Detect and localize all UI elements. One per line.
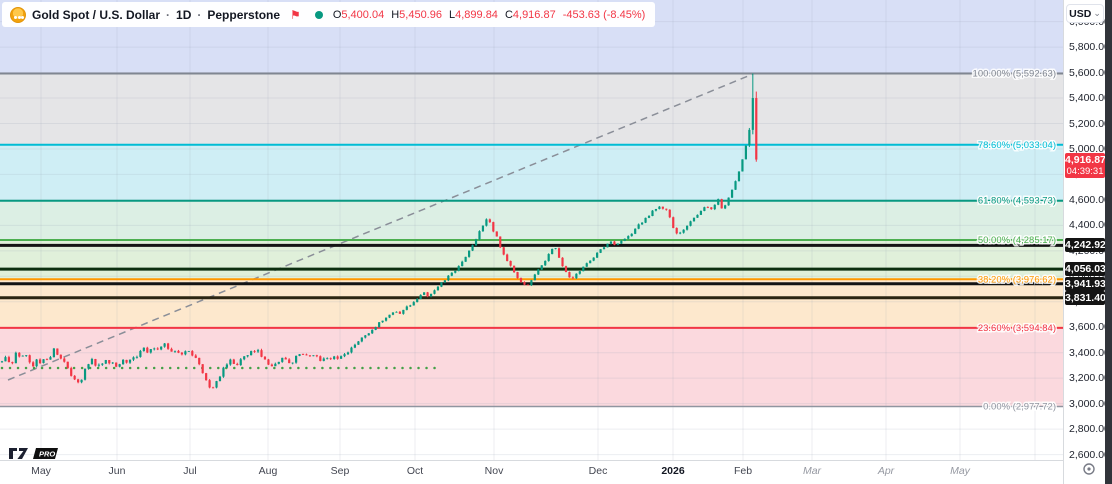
broker-label[interactable]: Pepperstone xyxy=(207,7,281,22)
price-tick-label: 4,600.00 xyxy=(1069,193,1110,206)
time-axis-label: Apr xyxy=(877,465,895,477)
fib-label: 61.80% (4,593.73) xyxy=(978,196,1056,207)
open-value: 5,400.04 xyxy=(341,8,385,21)
high-value: 5,450.96 xyxy=(399,8,442,21)
price-tick-label: 2,600.00 xyxy=(1069,448,1110,461)
price-line-badge: 4,242.92 xyxy=(1065,238,1106,253)
time-axis-label: Jun xyxy=(108,465,126,477)
fib-bands xyxy=(0,0,1063,407)
open-label: O xyxy=(332,8,342,21)
time-axis-label: Mar xyxy=(802,465,822,477)
market-status-dot-icon[interactable] xyxy=(314,10,323,19)
fib-label: 100.00% (5,592.63) xyxy=(973,69,1056,80)
currency-label: USD xyxy=(1069,7,1092,20)
price-line-badge: 3,941.93 xyxy=(1065,276,1106,291)
price-tick-label: 5,800.00 xyxy=(1069,41,1110,54)
time-axis-label: Nov xyxy=(484,465,504,477)
bar-countdown: 04:39:31 xyxy=(1066,165,1104,177)
low-value: 4,899.84 xyxy=(455,8,498,21)
price-line-badge: 3,831.40 xyxy=(1065,290,1106,305)
tradingview-logo[interactable]: PRO xyxy=(8,446,72,461)
time-axis-label: May xyxy=(950,465,970,477)
price-tick-label: 3,400.00 xyxy=(1069,346,1110,359)
legend-separator: · xyxy=(166,7,171,22)
fib-labels: 100.00% (5,592.63) 78.60% (5,033.04) 61.80… xyxy=(971,67,1057,414)
last-price-badge: 4,916.87 04:39:31 xyxy=(1065,152,1106,178)
trendline xyxy=(7,73,754,381)
price-tick-label: 5,000.00 xyxy=(1069,142,1110,155)
fib-label: 38.20% (3,976.62) xyxy=(978,274,1056,285)
fib-label: 50.00% (4,285.17) xyxy=(978,235,1056,246)
time-axis[interactable]: May Jun Jul Aug Sep Oct Nov Dec 2026 Feb Mar Apr May xyxy=(0,460,1063,484)
price-tick-label: 3,600.00 xyxy=(1069,321,1110,334)
gold-coin-icon xyxy=(10,6,26,23)
price-axis[interactable]: USD ⌄ 4,916.87 04:39:31 6,000.005,800.00… xyxy=(1063,0,1110,484)
time-axis-label: Feb xyxy=(733,465,753,477)
symbol-legend[interactable]: Gold Spot / U.S. Dollar · 1D · Peppersto… xyxy=(2,2,656,27)
close-value: 4,916.87 xyxy=(512,8,556,21)
price-tick-label: 3,000.00 xyxy=(1069,397,1110,410)
change-value: -453.63 (-8.45%) xyxy=(562,8,646,21)
time-axis-label: 2026 xyxy=(661,465,685,477)
chevron-down-icon: ⌄ xyxy=(1093,8,1101,18)
red-flag-icon[interactable]: ⚑ xyxy=(290,7,301,22)
candlesticks xyxy=(0,73,758,389)
legend-separator: · xyxy=(197,7,202,22)
last-price-value: 4,916.87 xyxy=(1065,153,1106,166)
axis-settings-gear-icon[interactable] xyxy=(1081,461,1097,477)
currency-dropdown[interactable]: USD ⌄ xyxy=(1066,4,1104,23)
time-axis-label: Jul xyxy=(183,465,197,477)
price-tick-label: 5,600.00 xyxy=(1069,66,1110,79)
price-tick-label: 3,200.00 xyxy=(1069,372,1110,385)
fib-lines xyxy=(0,72,1063,408)
interval-label[interactable]: 1D xyxy=(176,7,192,22)
close-label: C xyxy=(504,8,513,21)
high-label: H xyxy=(391,8,400,21)
fib-label: 0.00% (2,977.72) xyxy=(983,401,1056,412)
time-axis-label: Aug xyxy=(258,465,278,477)
price-tick-label: 4,400.00 xyxy=(1069,219,1110,232)
time-axis-label: Oct xyxy=(406,465,424,477)
time-axis-label: Sep xyxy=(330,465,350,477)
ohlc-readout: O5,400.04 H5,450.96 L4,899.84 C4,916.87 … xyxy=(333,9,645,21)
fib-label: 78.60% (5,033.04) xyxy=(978,140,1056,151)
price-tick-label: 2,800.00 xyxy=(1069,423,1110,436)
fib-label: 23.60% (3,594.84) xyxy=(978,323,1056,334)
pro-badge: PRO xyxy=(39,450,55,459)
symbol-title[interactable]: Gold Spot / U.S. Dollar xyxy=(32,7,161,22)
price-line-badge: 4,056.03 xyxy=(1065,262,1106,277)
window-edge xyxy=(1105,0,1112,484)
time-axis-label: May xyxy=(31,465,51,477)
time-axis-label: Dec xyxy=(588,465,608,477)
low-label: L xyxy=(448,8,456,21)
price-tick-label: 5,400.00 xyxy=(1069,92,1110,105)
price-tick-label: 5,200.00 xyxy=(1069,117,1110,130)
